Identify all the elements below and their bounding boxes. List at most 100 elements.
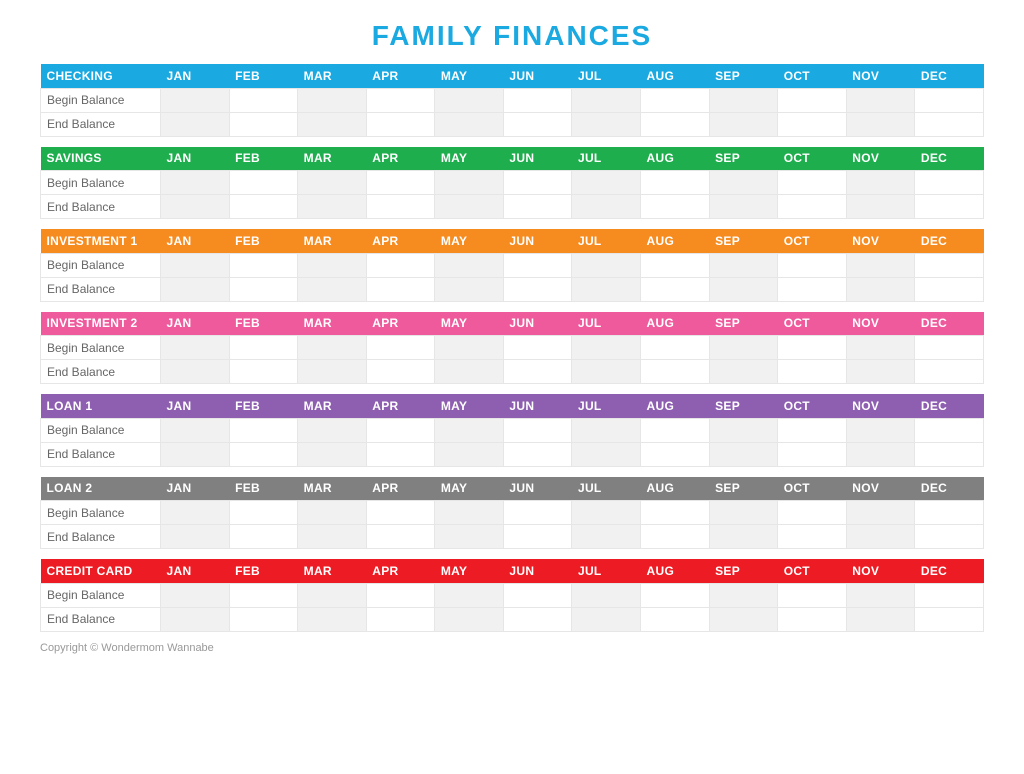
value-cell [709, 277, 778, 301]
value-cell [366, 360, 435, 384]
value-cell [229, 112, 298, 136]
value-cell [778, 418, 847, 442]
row-label: End Balance [41, 195, 161, 219]
section-name-header: INVESTMENT 1 [41, 229, 161, 253]
value-cell [641, 253, 710, 277]
month-header: JAN [161, 477, 230, 501]
value-cell [572, 583, 641, 607]
value-cell [709, 607, 778, 631]
month-header: DEC [915, 64, 984, 88]
value-cell [298, 583, 367, 607]
month-header: DEC [915, 394, 984, 418]
value-cell [709, 360, 778, 384]
value-cell [161, 171, 230, 195]
section-name-header: LOAN 2 [41, 477, 161, 501]
value-cell [641, 171, 710, 195]
value-cell [915, 171, 984, 195]
value-cell [229, 277, 298, 301]
value-cell [572, 88, 641, 112]
value-cell [503, 607, 572, 631]
value-cell [915, 583, 984, 607]
value-cell [915, 418, 984, 442]
finance-section: LOAN 1JANFEBMARAPRMAYJUNJULAUGSEPOCTNOVD… [40, 394, 984, 467]
copyright-text: Copyright © Wondermom Wannabe [40, 642, 984, 654]
month-header: NOV [846, 147, 915, 171]
table-row: Begin Balance [41, 583, 984, 607]
value-cell [298, 525, 367, 549]
value-cell [366, 195, 435, 219]
month-header: JUL [572, 312, 641, 336]
month-header: APR [366, 229, 435, 253]
value-cell [298, 360, 367, 384]
month-header: AUG [641, 229, 710, 253]
value-cell [298, 171, 367, 195]
month-header: NOV [846, 477, 915, 501]
finance-section: INVESTMENT 1JANFEBMARAPRMAYJUNJULAUGSEPO… [40, 229, 984, 302]
month-header: MAY [435, 147, 504, 171]
value-cell [503, 360, 572, 384]
month-header: FEB [229, 394, 298, 418]
finance-section: LOAN 2JANFEBMARAPRMAYJUNJULAUGSEPOCTNOVD… [40, 477, 984, 550]
value-cell [915, 336, 984, 360]
value-cell [709, 583, 778, 607]
month-header: DEC [915, 559, 984, 583]
value-cell [161, 277, 230, 301]
value-cell [503, 195, 572, 219]
month-header: FEB [229, 559, 298, 583]
value-cell [229, 442, 298, 466]
month-header: SEP [709, 229, 778, 253]
value-cell [709, 88, 778, 112]
row-label: End Balance [41, 360, 161, 384]
value-cell [161, 88, 230, 112]
month-header: FEB [229, 477, 298, 501]
month-header: APR [366, 559, 435, 583]
value-cell [229, 195, 298, 219]
finance-table: LOAN 2JANFEBMARAPRMAYJUNJULAUGSEPOCTNOVD… [40, 477, 984, 550]
value-cell [435, 171, 504, 195]
value-cell [503, 253, 572, 277]
value-cell [298, 112, 367, 136]
value-cell [572, 195, 641, 219]
value-cell [503, 583, 572, 607]
value-cell [229, 583, 298, 607]
month-header: DEC [915, 229, 984, 253]
finance-section: CHECKINGJANFEBMARAPRMAYJUNJULAUGSEPOCTNO… [40, 64, 984, 137]
value-cell [435, 501, 504, 525]
value-cell [778, 525, 847, 549]
month-header: OCT [778, 147, 847, 171]
month-header: SEP [709, 477, 778, 501]
table-row: Begin Balance [41, 253, 984, 277]
month-header: MAR [298, 477, 367, 501]
value-cell [641, 88, 710, 112]
value-cell [915, 112, 984, 136]
month-header: OCT [778, 559, 847, 583]
month-header: JUL [572, 477, 641, 501]
month-header: AUG [641, 64, 710, 88]
value-cell [778, 88, 847, 112]
month-header: FEB [229, 64, 298, 88]
value-cell [572, 607, 641, 631]
value-cell [846, 442, 915, 466]
value-cell [709, 442, 778, 466]
value-cell [435, 336, 504, 360]
value-cell [846, 112, 915, 136]
value-cell [298, 195, 367, 219]
table-row: Begin Balance [41, 501, 984, 525]
row-label: Begin Balance [41, 583, 161, 607]
month-header: MAY [435, 64, 504, 88]
value-cell [846, 525, 915, 549]
value-cell [572, 277, 641, 301]
finance-section: SAVINGSJANFEBMARAPRMAYJUNJULAUGSEPOCTNOV… [40, 147, 984, 220]
value-cell [572, 501, 641, 525]
value-cell [161, 253, 230, 277]
value-cell [846, 360, 915, 384]
month-header: MAR [298, 394, 367, 418]
month-header: APR [366, 147, 435, 171]
month-header: JAN [161, 312, 230, 336]
month-header: NOV [846, 559, 915, 583]
month-header: JUN [503, 477, 572, 501]
month-header: MAR [298, 229, 367, 253]
value-cell [846, 253, 915, 277]
row-label: Begin Balance [41, 418, 161, 442]
value-cell [709, 171, 778, 195]
